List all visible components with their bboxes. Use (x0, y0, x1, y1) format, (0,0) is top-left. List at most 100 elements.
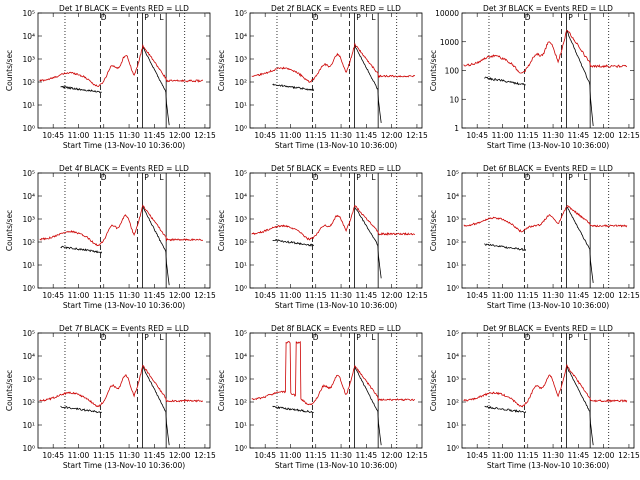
x-axis-label: Start Time (13-Nov-10 10:36:00) (275, 301, 397, 310)
plot-frame (37, 332, 211, 449)
x-axis-label: Start Time (13-Nov-10 10:36:00) (275, 141, 397, 150)
y-tick-label: 10⁰ (22, 444, 35, 453)
y-tick-label: 10¹ (234, 421, 247, 430)
x-tick-label: 11:15 (305, 451, 327, 460)
x-axis-label: Start Time (13-Nov-10 10:36:00) (63, 141, 185, 150)
series-events (60, 206, 170, 286)
series-lld (251, 340, 415, 406)
x-tick-label: 11:15 (517, 131, 539, 140)
panel-det-4: Det 4f BLACK = Events RED = LLD 10:45 11:0… (5, 164, 216, 310)
y-tick-label: 10⁴ (234, 32, 247, 41)
x-tick-label: 11:45 (356, 131, 378, 140)
panel-det-3: Det 3f BLACK = Events RED = LLD 10:45 11:0… (429, 4, 640, 150)
x-tick-label: 11:15 (305, 131, 327, 140)
x-tick-label: 11:15 (93, 451, 115, 460)
series-lld (251, 42, 416, 83)
x-axis-label: Start Time (13-Nov-10 10:36:00) (487, 301, 609, 310)
y-tick-label: 10¹ (22, 261, 35, 270)
x-axis-label: Start Time (13-Nov-10 10:36:00) (275, 461, 397, 470)
panel-title: Det 1f BLACK = Events RED = LLD (59, 4, 189, 13)
series-lld (39, 43, 204, 88)
plot-frame (461, 172, 635, 289)
y-tick-label: 10¹ (22, 101, 35, 110)
panel-title: Det 2f BLACK = Events RED = LLD (271, 4, 401, 13)
x-tick-label: 11:15 (517, 291, 539, 300)
marker-label-d: D (101, 173, 107, 182)
y-tick-label: 10⁵ (22, 329, 35, 338)
series-events (484, 366, 594, 446)
y-tick-label: 10³ (446, 375, 459, 384)
y-tick-label: 100 (445, 67, 460, 76)
y-tick-label: 10⁰ (22, 124, 35, 133)
x-tick-label: 11:45 (568, 131, 590, 140)
marker-label-d: D (313, 173, 319, 182)
x-tick-label: 12:15 (406, 291, 428, 300)
x-axis-label: Start Time (13-Nov-10 10:36:00) (487, 461, 609, 470)
panel-title: Det 9f BLACK = Events RED = LLD (483, 324, 613, 333)
x-tick-label: 12:15 (406, 451, 428, 460)
x-tick-label: 12:15 (406, 131, 428, 140)
x-axis-label: Start Time (13-Nov-10 10:36:00) (63, 461, 185, 470)
panel-title: Det 6f BLACK = Events RED = LLD (483, 164, 613, 173)
x-tick-label: 12:00 (169, 291, 191, 300)
x-tick-label: 11:45 (144, 291, 166, 300)
x-tick-label: 10:45 (254, 291, 276, 300)
x-tick-label: 12:00 (593, 131, 615, 140)
y-tick-label: 10⁵ (22, 9, 35, 18)
marker-label-l: L (159, 173, 164, 182)
y-tick-label: 10⁵ (234, 9, 247, 18)
marker-label-d: D (313, 333, 319, 342)
panel-det-7: Det 7f BLACK = Events RED = LLD 10:45 11:0… (5, 324, 216, 470)
x-tick-label: 11:00 (68, 131, 90, 140)
y-tick-label: 10³ (234, 55, 247, 64)
y-tick-label: 10² (234, 78, 247, 87)
y-tick-label: 10⁴ (446, 352, 459, 361)
y-tick-label: 10⁵ (234, 169, 247, 178)
series-lld (463, 205, 628, 233)
x-tick-label: 12:00 (169, 451, 191, 460)
x-tick-label: 11:15 (93, 131, 115, 140)
y-tick-label: 10⁵ (446, 169, 459, 178)
y-tick-label: 10² (22, 238, 35, 247)
series-events (484, 30, 594, 127)
panel-title: Det 8f BLACK = Events RED = LLD (271, 324, 401, 333)
x-tick-label: 10:45 (466, 131, 488, 140)
y-tick-label: 10³ (446, 215, 459, 224)
marker-label-l: L (159, 13, 164, 22)
panel-title: Det 4f BLACK = Events RED = LLD (59, 164, 189, 173)
series-events (60, 366, 170, 446)
y-tick-label: 10² (446, 238, 459, 247)
plot-frame (249, 12, 423, 129)
panel-det-2: Det 2f BLACK = Events RED = LLD 10:45 11:0… (217, 4, 428, 150)
y-tick-label: 10¹ (234, 261, 247, 270)
series-events (484, 206, 594, 283)
marker-label-l: L (371, 333, 376, 342)
y-tick-label: 10⁵ (234, 329, 247, 338)
plot-frame (461, 332, 635, 449)
x-tick-label: 11:30 (542, 451, 564, 460)
y-tick-label: 1 (454, 124, 459, 133)
x-tick-label: 12:00 (593, 451, 615, 460)
y-tick-label: 10² (22, 398, 35, 407)
marker-label-d: D (101, 333, 107, 342)
y-tick-label: 10⁰ (446, 444, 459, 453)
x-tick-label: 12:15 (194, 131, 216, 140)
marker-label-l: L (583, 333, 588, 342)
y-tick-label: 10³ (22, 375, 35, 384)
x-tick-label: 11:00 (68, 291, 90, 300)
marker-label-d: D (525, 13, 531, 22)
x-tick-label: 11:00 (280, 451, 302, 460)
y-tick-label: 10⁴ (446, 192, 459, 201)
x-tick-label: 12:00 (381, 291, 403, 300)
x-tick-label: 11:00 (492, 131, 514, 140)
x-tick-label: 10:45 (42, 451, 64, 460)
x-tick-label: 10:45 (42, 291, 64, 300)
y-tick-label: 10⁵ (22, 169, 35, 178)
plot-frame (249, 172, 423, 289)
y-tick-label: 10⁴ (22, 352, 35, 361)
x-tick-label: 11:45 (568, 451, 590, 460)
y-tick-label: 10⁴ (22, 192, 35, 201)
y-tick-label: 10⁴ (234, 352, 247, 361)
panel-det-8: Det 8f BLACK = Events RED = LLD 10:45 11:0… (217, 324, 428, 470)
marker-label-l: L (583, 173, 588, 182)
